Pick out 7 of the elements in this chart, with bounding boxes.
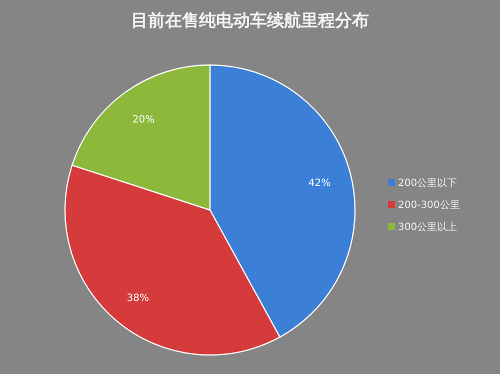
legend-label: 200公里以下: [398, 177, 458, 189]
data-label: 20%: [132, 114, 155, 126]
legend-label: 300公里以上: [398, 221, 458, 233]
chart-title: 目前在售纯电动车续航里程分布: [131, 11, 369, 31]
legend-label: 200-300公里: [398, 199, 460, 211]
data-label: 42%: [308, 178, 331, 189]
data-label: 38%: [126, 293, 150, 304]
